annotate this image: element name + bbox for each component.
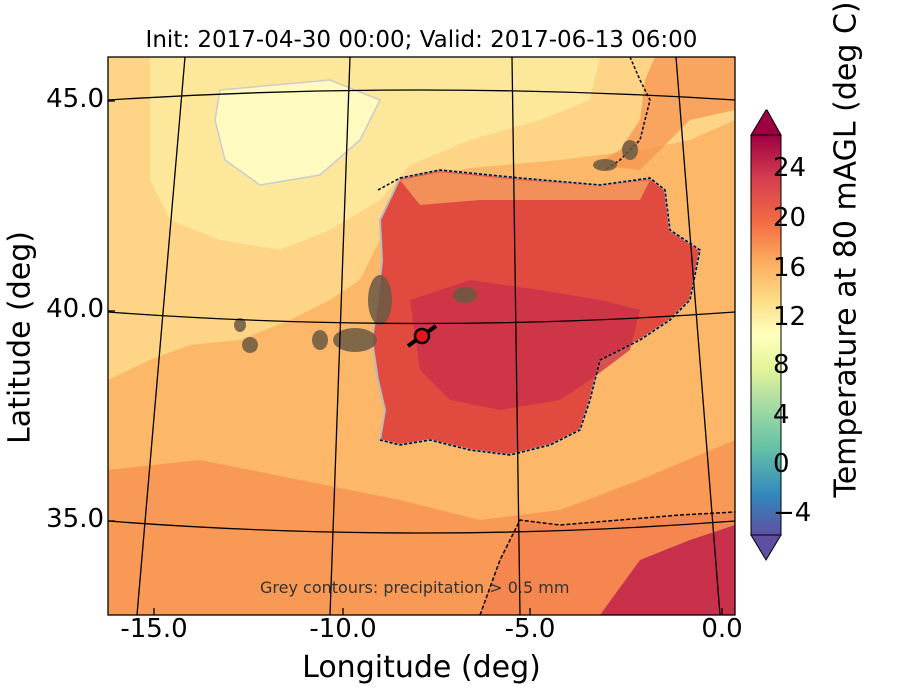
colorbar-max-extension [750,109,782,136]
france-coastline [604,57,651,171]
axis-ticks [108,100,723,615]
colorbar-tick: 8 [773,350,790,380]
x-tick-label: -5.0 [504,614,556,644]
colorbar [750,109,782,561]
precipitation-note: Grey contours: precipitation > 0.5 mm [260,578,570,597]
grid-lines [108,57,735,615]
map-title: Init: 2017-04-30 00:00; Valid: 2017-06-1… [145,27,698,53]
x-tick-label: -10.0 [309,614,377,644]
iberia-north-coast [400,172,650,205]
colorbar-label: Temperature at 80 mAGL (deg C) [828,1,864,498]
colorbar-tick: 4 [773,400,790,430]
y-tick-label: 45.0 [46,84,104,114]
map-frame [107,56,736,616]
colorbar-bar [750,134,782,536]
hot-patch-se [600,525,735,615]
colorbar-tick: 24 [773,153,807,183]
map-area [108,57,735,615]
y-tick-label: 35.0 [46,504,104,534]
coolest-patch [214,79,382,186]
colorbar-tick: −4 [773,498,812,528]
site-marker [406,324,438,348]
colorbar-min-extension [750,534,782,561]
y-tick-label: 40.0 [46,294,104,324]
colorbar-tick: 12 [773,302,807,332]
colorbar-tick: 0 [773,449,790,479]
colorbar-tick: 20 [773,203,807,233]
colorbar-tick: 16 [773,253,807,283]
iberia-hot-interior [410,280,640,410]
coastline [377,169,701,456]
x-axis-label: Longitude (deg) [302,650,541,685]
y-axis-label: Latitude (deg) [2,231,38,444]
precipitation-contours [234,140,638,353]
x-tick-label: 0.0 [701,614,743,644]
x-tick-label: -15.0 [120,614,188,644]
